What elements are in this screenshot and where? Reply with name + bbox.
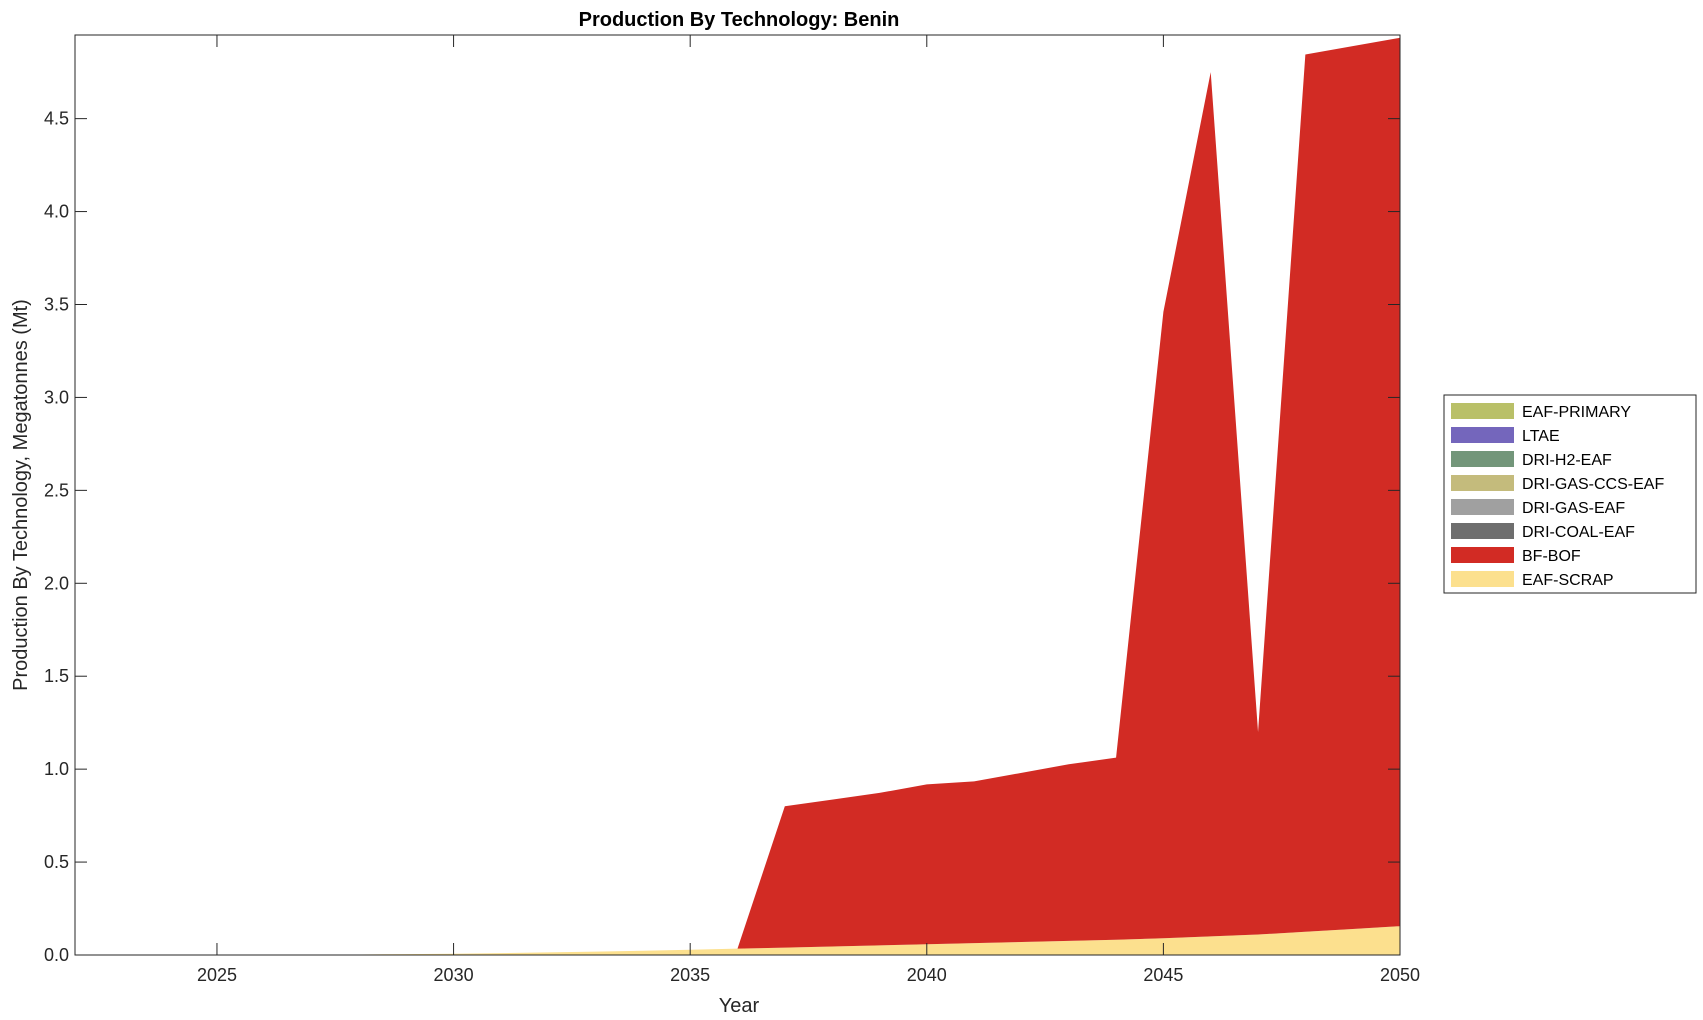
area-eaf-scrap xyxy=(75,926,1400,955)
y-tick-label: 0.5 xyxy=(44,852,69,872)
legend-label-eaf-primary: EAF-PRIMARY xyxy=(1522,404,1631,421)
plot-frame xyxy=(74,34,1401,956)
legend-swatch-bf-bof xyxy=(1451,547,1514,563)
stacked-areas xyxy=(75,37,1400,956)
x-tick-label: 2030 xyxy=(434,965,474,985)
legend-swatch-eaf-scrap xyxy=(1451,571,1514,587)
legend-label-dri-gas-ccs-eaf: DRI-GAS-CCS-EAF xyxy=(1522,476,1664,493)
x-tick-label: 2040 xyxy=(907,965,947,985)
x-tick-label: 2045 xyxy=(1143,965,1183,985)
legend-label-bf-bof: BF-BOF xyxy=(1522,548,1581,565)
legend-label-dri-gas-eaf: DRI-GAS-EAF xyxy=(1522,500,1625,517)
x-tick-label: 2025 xyxy=(197,965,237,985)
legend: EAF-PRIMARY LTAE DRI-H2-EAF DRI-GAS-CCS-EAF… xyxy=(1443,394,1697,594)
y-tick-label: 3.0 xyxy=(44,387,69,407)
y-tick-label: 1.0 xyxy=(44,759,69,779)
legend-swatch-dri-h2-eaf xyxy=(1451,451,1514,467)
area-bf-bof xyxy=(75,37,1400,956)
legend-label-ltae: LTAE xyxy=(1522,428,1560,445)
x-axis-label: Year xyxy=(719,995,760,1017)
legend-label-dri-coal-eaf: DRI-COAL-EAF xyxy=(1522,524,1635,541)
legend-swatch-dri-gas-eaf xyxy=(1451,499,1514,515)
legend-swatch-ltae xyxy=(1451,427,1514,443)
y-tick-label: 2.5 xyxy=(44,480,69,500)
y-tick-label: 4.5 xyxy=(44,109,69,129)
y-axis-label: Production By Technology, Megatonnes (Mt… xyxy=(10,299,32,691)
axis-ticks: 2025 2030 2035 2040 2045 2050 0.0 0.5 1.0 1.5 2.0 2… xyxy=(44,35,1420,985)
chart-title: Production By Technology: Benin xyxy=(579,9,900,31)
legend-label-dri-h2-eaf: DRI-H2-EAF xyxy=(1522,452,1612,469)
y-tick-label: 0.0 xyxy=(44,945,69,965)
legend-swatch-eaf-primary xyxy=(1451,403,1514,419)
legend-swatch-dri-coal-eaf xyxy=(1451,523,1514,539)
y-tick-label: 2.0 xyxy=(44,573,69,593)
y-tick-label: 4.0 xyxy=(44,202,69,222)
y-tick-label: 3.5 xyxy=(44,294,69,314)
x-tick-label: 2050 xyxy=(1380,965,1420,985)
x-tick-label: 2035 xyxy=(670,965,710,985)
legend-swatch-dri-gas-ccs-eaf xyxy=(1451,475,1514,491)
legend-label-eaf-scrap: EAF-SCRAP xyxy=(1522,572,1614,589)
y-tick-label: 1.5 xyxy=(44,666,69,686)
